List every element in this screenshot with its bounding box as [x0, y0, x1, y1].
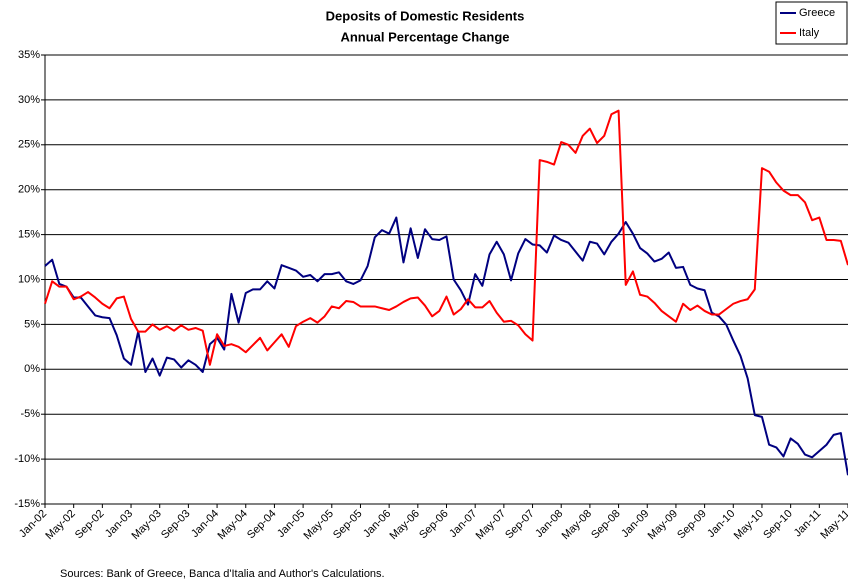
x-tick-label: May-05 — [302, 508, 336, 542]
x-tick-label: Sep-04 — [245, 508, 279, 542]
y-tick-label: 10% — [18, 273, 40, 285]
y-tick-label: 30% — [18, 94, 40, 106]
legend-box — [775, 1, 848, 45]
x-tick-label: May-07 — [474, 508, 508, 542]
y-tick-label: -15% — [14, 498, 40, 510]
x-tick-label: May-09 — [646, 508, 680, 542]
x-tick-label: May-02 — [43, 508, 77, 542]
x-tick-label: May-10 — [732, 508, 766, 542]
x-tick-label: May-04 — [215, 508, 249, 542]
y-tick-label: 5% — [24, 318, 40, 330]
x-tick-label: Sep-10 — [761, 508, 795, 542]
y-tick-label: 15% — [18, 229, 40, 241]
x-tick-label: Sep-09 — [675, 508, 709, 542]
source-note: Sources: Bank of Greece, Banca d'Italia … — [60, 568, 385, 580]
y-tick-label: 20% — [18, 184, 40, 196]
y-tick-label: 0% — [24, 363, 40, 375]
x-tick-label: May-11 — [818, 508, 848, 542]
y-tick-label: 35% — [18, 49, 40, 61]
x-tick-label: Sep-03 — [159, 508, 193, 542]
x-tick-label: May-06 — [388, 508, 422, 542]
y-tick-label: -10% — [14, 453, 40, 465]
x-tick-label: May-08 — [560, 508, 594, 542]
legend-label: Italy — [799, 27, 820, 39]
chart-subtitle: Annual Percentage Change — [340, 29, 509, 44]
y-tick-label: 25% — [18, 139, 40, 151]
x-tick-label: Sep-08 — [589, 508, 623, 542]
legend-label: Greece — [799, 7, 835, 19]
x-tick-label: Sep-05 — [331, 508, 365, 542]
series-line — [44, 109, 848, 366]
chart-title: Deposits of Domestic Residents — [326, 8, 525, 23]
x-tick-label: Sep-02 — [73, 508, 107, 542]
x-tick-label: May-03 — [129, 508, 163, 542]
series-line — [44, 216, 848, 476]
y-tick-label: -5% — [20, 408, 40, 420]
x-tick-label: Sep-07 — [503, 508, 537, 542]
x-tick-label: Sep-06 — [417, 508, 451, 542]
